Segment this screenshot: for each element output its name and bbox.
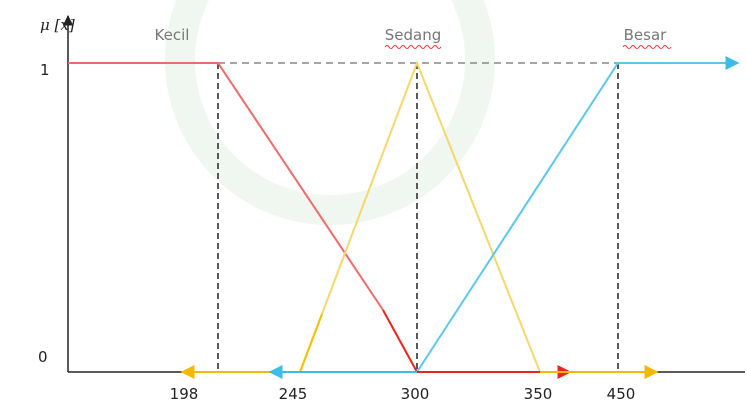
kecil-curve: [68, 62, 384, 311]
y-tick-label: 1: [40, 61, 50, 79]
spell-underline: [622, 45, 672, 49]
set-label: Sedang: [385, 26, 442, 44]
y-tick-label: 0: [38, 348, 48, 366]
x-tick-label: 300: [401, 385, 430, 403]
sedang-curve: [299, 60, 541, 373]
x-tick-label: 450: [607, 385, 636, 403]
y-axis-label: μ [x]: [40, 16, 75, 34]
kecil-curve-end: [382, 309, 418, 373]
besar-curve: [416, 56, 740, 373]
spell-underline: [384, 45, 442, 49]
x-tick-label: 245: [279, 385, 308, 403]
watermark: [165, 0, 495, 225]
x-tick-label: 350: [524, 385, 553, 403]
set-label: Besar: [624, 26, 668, 44]
set-label: Kecil: [155, 26, 190, 44]
sedang-curve-start: [299, 313, 323, 373]
x-tick-label: 198: [170, 385, 199, 403]
guides-vertical: [217, 63, 619, 372]
